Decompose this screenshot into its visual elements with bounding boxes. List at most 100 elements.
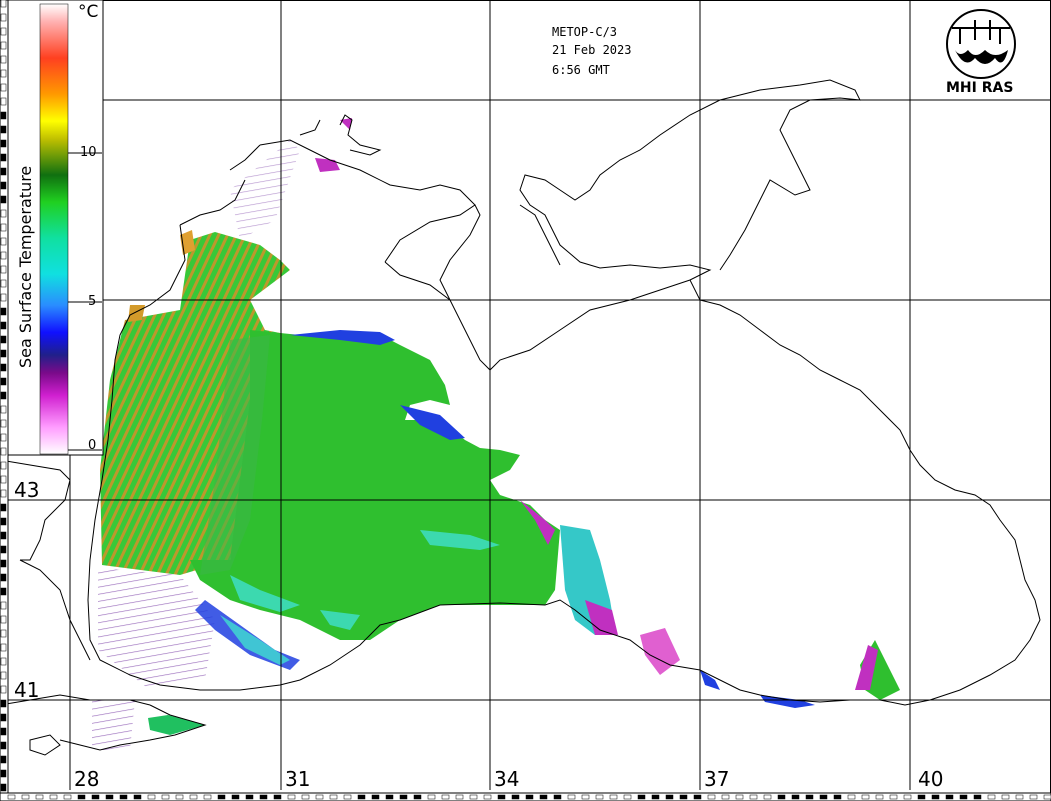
frame-tick [441, 794, 450, 800]
frame-tick [917, 794, 926, 800]
frame-tick [469, 794, 478, 800]
frame-tick [259, 794, 268, 800]
frame-tick [0, 335, 7, 344]
frame-tick [0, 643, 7, 652]
frame-tick [0, 573, 7, 582]
frame-tick [287, 794, 296, 800]
frame-tick [581, 794, 590, 800]
frame-tick [0, 111, 7, 120]
frame-tick [847, 794, 856, 800]
frame-tick [0, 755, 7, 764]
frame-tick [0, 587, 7, 596]
lat-label-43: 43 [14, 478, 40, 502]
frame-tick [301, 794, 310, 800]
frame-tick [1001, 794, 1010, 800]
frame-tick [0, 741, 7, 750]
logo-text: MHI RAS [946, 80, 1014, 96]
frame-tick [791, 794, 800, 800]
frame-tick [0, 419, 7, 428]
colorbar-tick-5: 5 [88, 294, 97, 309]
frame-tick [63, 794, 72, 800]
frame-tick [525, 794, 534, 800]
frame-tick [0, 97, 7, 106]
frame-tick [91, 794, 100, 800]
frame-tick [0, 209, 7, 218]
frame-tick [0, 433, 7, 442]
frame-tick [413, 794, 422, 800]
frame-tick [665, 794, 674, 800]
frame-tick [0, 405, 7, 414]
frame-tick [0, 503, 7, 512]
frame-tick [0, 27, 7, 36]
frame-tick [623, 794, 632, 800]
frame-tick [175, 794, 184, 800]
frame-tick [343, 794, 352, 800]
frame-tick [0, 615, 7, 624]
frame-tick [0, 349, 7, 358]
frame-tick [0, 153, 7, 162]
satellite-label: METOP-C/3 [552, 25, 618, 39]
frame-tick [987, 794, 996, 800]
lon-label-34: 34 [494, 767, 520, 791]
frame-tick [651, 794, 660, 800]
frame-tick [0, 125, 7, 134]
frame-tick [0, 391, 7, 400]
frame-tick [0, 475, 7, 484]
frame-tick [0, 69, 7, 78]
frame-tick [707, 794, 716, 800]
frame-tick [455, 794, 464, 800]
frame-tick [0, 769, 7, 778]
frame-tick [133, 794, 142, 800]
frame-tick [0, 139, 7, 148]
frame-tick [861, 794, 870, 800]
frame-tick [357, 794, 366, 800]
time-label: 6:56 GMT [552, 63, 610, 77]
colorbar-unit: °C [78, 2, 99, 22]
frame-tick [0, 657, 7, 666]
frame-tick [679, 794, 688, 800]
frame-tick [0, 237, 7, 246]
frame-tick [777, 794, 786, 800]
frame-tick [0, 13, 7, 22]
lon-label-31: 31 [285, 767, 311, 791]
frame-tick [0, 713, 7, 722]
frame-tick [0, 559, 7, 568]
frame-tick [329, 794, 338, 800]
frame-tick [0, 601, 7, 610]
frame-tick [959, 794, 968, 800]
frame-tick [833, 794, 842, 800]
frame-tick [371, 794, 380, 800]
frame-tick [273, 794, 282, 800]
frame-tick [147, 794, 156, 800]
colorbar-tick-0: 0 [88, 438, 97, 453]
frame-tick [315, 794, 324, 800]
missing-data-hatching [92, 140, 300, 750]
frame-tick [805, 794, 814, 800]
frame-tick [0, 195, 7, 204]
frame-tick [819, 794, 828, 800]
frame-tick [105, 794, 114, 800]
frame-tick [735, 794, 744, 800]
frame-tick [637, 794, 646, 800]
frame-tick [567, 794, 576, 800]
lon-label-37: 37 [704, 767, 730, 791]
frame-tick [0, 307, 7, 316]
colorbar-title: Sea Surface Temperature [16, 165, 35, 368]
mhi-ras-logo-icon [946, 9, 1016, 79]
frame-tick [0, 363, 7, 372]
frame-tick [1029, 794, 1038, 800]
frame-tick [1043, 794, 1051, 800]
frame-tick [721, 794, 730, 800]
frame-tick [189, 794, 198, 800]
frame-tick [889, 794, 898, 800]
frame-tick [595, 794, 604, 800]
frame-tick [553, 794, 562, 800]
frame-tick [203, 794, 212, 800]
frame-tick [0, 629, 7, 638]
frame-tick [973, 794, 982, 800]
date-label: 21 Feb 2023 [552, 43, 632, 57]
frame-tick [0, 55, 7, 64]
frame-tick [749, 794, 758, 800]
